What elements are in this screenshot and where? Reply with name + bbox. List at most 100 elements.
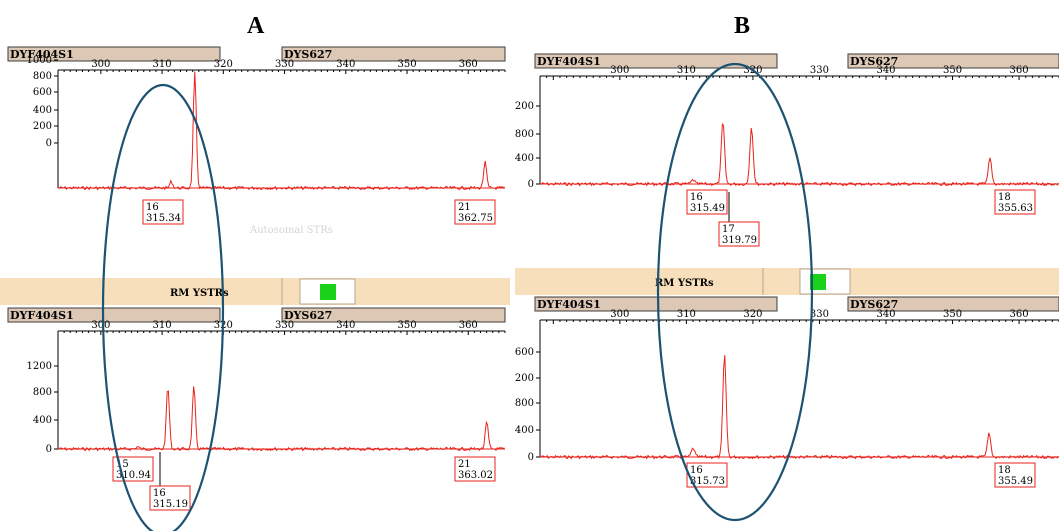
figure-letter-b: B [734, 13, 751, 39]
faint-text: Autosomal STRs [249, 225, 333, 236]
y-tick-label: 800 [515, 398, 534, 409]
marker-label: DYS627 [284, 309, 332, 322]
x-tick-label: 360 [1010, 65, 1029, 76]
allele-label-box [454, 456, 496, 482]
y-tick-label: 1000 [27, 55, 52, 66]
y-tick-label: 800 [33, 71, 52, 82]
y-tick-label: 800 [515, 129, 534, 140]
marker-bar [534, 53, 778, 69]
marker-bar [534, 296, 778, 312]
y-tick-label: 1200 [27, 361, 52, 372]
x-tick-label: 310 [677, 309, 696, 320]
allele-label-box [994, 462, 1036, 488]
allele-label-box [454, 199, 496, 225]
allele-trace [539, 355, 1059, 460]
highlight-ellipse [656, 62, 814, 522]
allele-size: 315.73 [690, 476, 725, 487]
x-tick-label: 340 [336, 320, 355, 331]
allele-label: 17 [722, 224, 735, 235]
allele-size: 310.94 [116, 470, 151, 481]
x-tick-label: 360 [459, 320, 478, 331]
allele-trace [539, 123, 1059, 187]
x-tick-label: 330 [275, 320, 294, 331]
allele-label: 18 [998, 192, 1011, 203]
allele-trace [57, 71, 505, 191]
panel-b-electropherogram: RM YSTRs DYF404S1 DYS627 300 310 320 330 340 350… [515, 53, 1059, 522]
x-tick-label: 320 [214, 59, 233, 70]
marker-label: DYS627 [850, 55, 898, 68]
x-tick-label: 330 [275, 59, 294, 70]
y-tick-label: 1600 [515, 347, 534, 358]
y-tick-label: 800 [33, 387, 52, 398]
allele-label: 21 [458, 459, 471, 470]
x-tick-label: 320 [743, 309, 762, 320]
allele-size: 319.79 [722, 235, 757, 246]
allele-label-box [718, 221, 760, 247]
allele-label: 21 [458, 202, 471, 213]
band-label: RM YSTRs [170, 288, 229, 299]
allele-label: 16 [690, 192, 703, 203]
allele-label: 15 [116, 459, 129, 470]
y-tick-label: 0 [528, 452, 534, 463]
allele-size: 315.49 [690, 203, 725, 214]
y-tick-label: 0 [46, 138, 52, 149]
allele-trace [57, 386, 505, 452]
x-tick-label: 310 [677, 65, 696, 76]
allele-label-box [142, 199, 184, 225]
marker-label: DYS627 [284, 48, 332, 61]
x-tick-label: 300 [91, 59, 110, 70]
marker-bar [7, 46, 221, 62]
highlight-ellipse [101, 83, 225, 531]
allele-size: 355.49 [998, 476, 1033, 487]
y-tick-label: 1200 [515, 101, 534, 112]
marker-label: DYF404S1 [537, 55, 601, 68]
x-tick-label: 340 [876, 65, 895, 76]
panel-band [515, 268, 1059, 295]
figure-letter-a: A [247, 13, 265, 39]
panel-a-electropherogram: RM YSTRs Autosomal STRs DYF404S1 DYS627 300 3… [0, 46, 510, 531]
y-tick-label: 0 [46, 444, 52, 455]
y-tick-label: 1200 [515, 373, 534, 384]
x-tick-label: 310 [153, 59, 172, 70]
x-tick-label: 360 [459, 59, 478, 70]
marker-label: DYF404S1 [537, 298, 601, 311]
allele-label: 18 [998, 465, 1011, 476]
allele-label-box [686, 189, 728, 215]
status-indicator [810, 274, 826, 290]
x-tick-label: 300 [91, 320, 110, 331]
x-tick-label: 360 [1010, 309, 1029, 320]
band-label: RM YSTRs [655, 278, 714, 289]
marker-bar [847, 53, 1059, 69]
y-tick-label: 400 [33, 415, 52, 426]
x-tick-label: 300 [610, 65, 629, 76]
y-tick-label: 200 [33, 121, 52, 132]
marker-bar [847, 296, 1059, 312]
x-tick-label: 300 [610, 309, 629, 320]
x-tick-label: 350 [943, 65, 962, 76]
x-tick-label: 340 [336, 59, 355, 70]
marker-bar [281, 307, 506, 323]
allele-label: 16 [146, 202, 159, 213]
status-indicator [320, 284, 336, 300]
allele-size: 362.75 [458, 213, 493, 224]
y-tick-label: 400 [33, 105, 52, 116]
panel-band [0, 278, 510, 305]
x-tick-label: 350 [397, 59, 416, 70]
allele-size: 363.02 [458, 470, 493, 481]
marker-label: DYS627 [850, 298, 898, 311]
allele-size: 315.34 [146, 213, 181, 224]
allele-label-box [149, 485, 191, 511]
allele-label: 16 [690, 465, 703, 476]
x-tick-label: 340 [876, 309, 895, 320]
marker-label: DYF404S1 [10, 48, 74, 61]
x-tick-label: 330 [810, 65, 829, 76]
allele-size: 355.63 [998, 203, 1033, 214]
marker-label: DYF404S1 [10, 309, 74, 322]
allele-label-box [994, 189, 1036, 215]
marker-bar [281, 46, 506, 62]
allele-label: 16 [153, 488, 166, 499]
y-tick-label: 400 [515, 425, 534, 436]
x-tick-label: 350 [397, 320, 416, 331]
allele-size: 315.19 [153, 499, 188, 510]
y-tick-label: 0 [528, 179, 534, 190]
